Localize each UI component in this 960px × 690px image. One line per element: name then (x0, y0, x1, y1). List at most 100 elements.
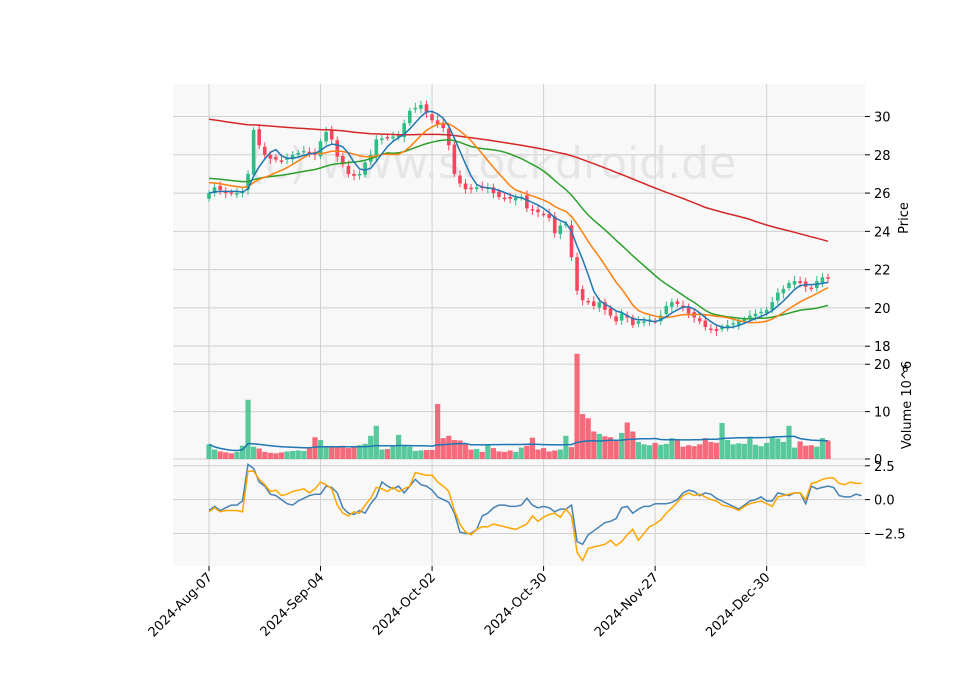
volume-bar (674, 440, 681, 459)
volume-bar (708, 441, 714, 459)
volume-bar (239, 445, 246, 459)
volume-bar (278, 452, 285, 459)
candle-body (346, 165, 351, 174)
candle-body (218, 185, 222, 191)
ma-slow-line (208, 139, 829, 320)
candle-body (508, 197, 512, 199)
price-tick-label: 24 (874, 225, 891, 240)
volume-bar (669, 438, 675, 459)
candle-body (631, 317, 635, 326)
volume-bar (345, 448, 352, 459)
candle-body (558, 225, 563, 235)
candle-body (268, 154, 273, 159)
price-axis-title: Price (897, 202, 912, 234)
volume-bar (223, 452, 229, 459)
volume-bar (457, 440, 463, 459)
candle-body (541, 213, 546, 216)
candle-body (536, 209, 540, 213)
volume-bar (752, 444, 759, 459)
volume-bar (775, 438, 781, 459)
price-tick-label: 20 (874, 302, 891, 317)
candle-body (564, 223, 568, 226)
volume-bar (557, 449, 563, 459)
indicator-tick-label: 0.0 (874, 494, 895, 509)
candle-body (720, 327, 724, 330)
candle-body (575, 257, 579, 291)
candle-body (407, 110, 412, 124)
candle-body (380, 138, 384, 141)
volume-bar (356, 445, 363, 459)
candle-body (352, 173, 356, 176)
volume-bar (312, 437, 318, 459)
volume-bar (474, 449, 480, 459)
candle-body (614, 316, 618, 322)
volume-bar (479, 451, 485, 459)
candle-body (525, 195, 529, 209)
candle-body (446, 128, 451, 146)
volume-bar (373, 425, 379, 459)
ma-long-line (208, 118, 829, 243)
candle-body (742, 319, 747, 322)
candle-body (619, 313, 624, 321)
volume-bar (552, 450, 558, 459)
candle-body (279, 160, 284, 162)
candle-body (441, 122, 446, 129)
volume-bar (440, 438, 446, 459)
volume-bar (379, 449, 385, 459)
volume-bar (401, 445, 407, 459)
candle-body (759, 311, 763, 314)
candle-body (547, 214, 551, 218)
candle-body (586, 301, 591, 303)
candle-body (658, 315, 663, 322)
volume-bar (585, 418, 591, 459)
volume-bar (228, 453, 234, 459)
candle-body (324, 131, 328, 142)
candle-body (798, 281, 802, 284)
volume-bar (780, 441, 786, 459)
volume-bar (323, 446, 329, 459)
candle-body (770, 302, 775, 310)
volume-bar (736, 443, 742, 459)
volume-bar (624, 422, 630, 459)
candle-body (670, 302, 674, 307)
volume-bar (697, 444, 703, 459)
volume-bar (803, 445, 809, 459)
volume-bar (591, 431, 597, 459)
volume-bar (284, 451, 290, 459)
volume-bar (384, 449, 391, 459)
volume-bar (635, 441, 641, 459)
candle-body (703, 320, 708, 328)
volume-bar (396, 434, 402, 459)
candle-body (207, 193, 211, 199)
volume-bar (462, 443, 469, 459)
candle-body (597, 302, 602, 308)
candle-body (753, 313, 758, 317)
x-tick-label: 2024-Nov-27 (592, 570, 662, 640)
volume-bar (568, 447, 575, 459)
volume-bar (613, 439, 619, 459)
volume-bar (206, 444, 212, 459)
candle-body (335, 140, 340, 157)
candle-body (307, 151, 312, 154)
indicator-line-2 (208, 470, 862, 563)
volume-bar (691, 446, 697, 459)
candle-body (647, 319, 652, 321)
volume-bar (808, 445, 814, 459)
candle-body (748, 315, 752, 318)
candle-body (497, 191, 501, 197)
volume-bar (580, 413, 586, 459)
volume-bar (602, 436, 608, 459)
candle-body (664, 305, 669, 315)
volume-bar (435, 404, 441, 459)
volume-bar (619, 432, 625, 459)
volume-tick-label: 10 (874, 406, 891, 421)
volume-bar (641, 444, 647, 459)
candle-body (502, 197, 507, 200)
candle-body (491, 187, 496, 194)
candle-body (580, 289, 585, 301)
indicator-tick-label: 2.5 (874, 460, 895, 475)
volume-bar (418, 450, 424, 459)
x-tick-label: 2024-Sep-04 (258, 570, 328, 640)
candle-body (302, 150, 306, 153)
volume-bar (329, 446, 335, 459)
